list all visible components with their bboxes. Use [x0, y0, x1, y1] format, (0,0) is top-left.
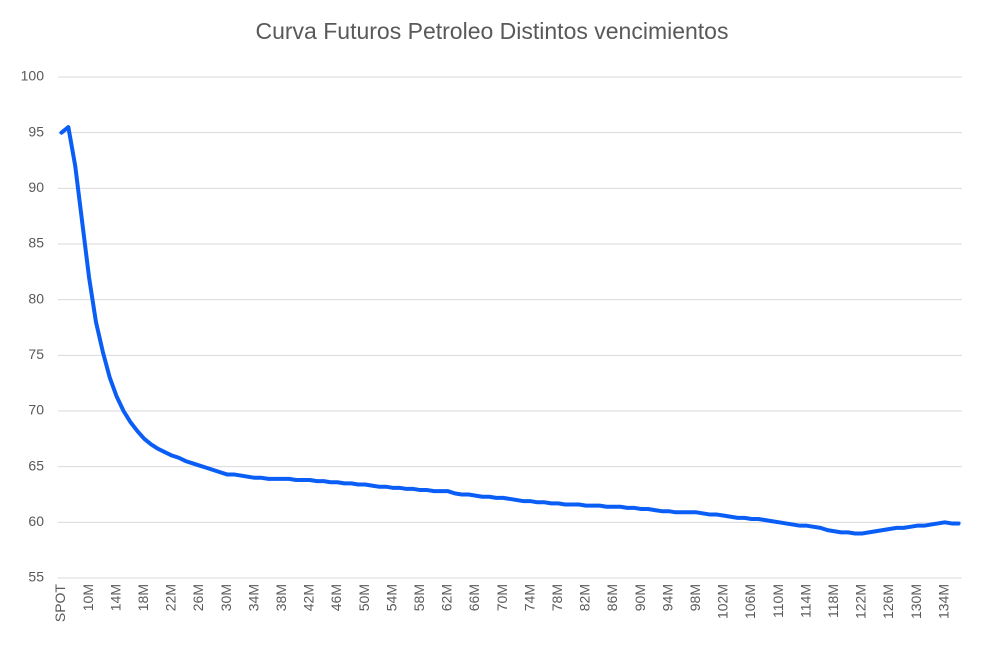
- x-tick-label: 134M: [935, 584, 951, 619]
- x-tick-label: 22M: [163, 584, 179, 611]
- y-tick-label: 60: [28, 513, 44, 529]
- x-tick-label: 90M: [632, 584, 648, 611]
- x-tick-label: 10M: [80, 584, 96, 611]
- x-tick-label: SPOT: [52, 584, 68, 623]
- x-tick-label: 130M: [908, 584, 924, 619]
- x-tick-label: 58M: [411, 584, 427, 611]
- x-tick-label: 18M: [135, 584, 151, 611]
- y-tick-label: 80: [28, 290, 44, 306]
- y-tick-label: 55: [28, 569, 44, 585]
- x-tick-label: 42M: [301, 584, 317, 611]
- x-tick-label: 82M: [577, 584, 593, 611]
- x-tick-label: 126M: [880, 584, 896, 619]
- y-tick-label: 65: [28, 457, 44, 473]
- y-tick-label: 70: [28, 402, 44, 418]
- x-tick-label: 122M: [853, 584, 869, 619]
- x-tick-label: 50M: [356, 584, 372, 611]
- x-tick-label: 106M: [742, 584, 758, 619]
- x-tick-label: 66M: [466, 584, 482, 611]
- x-tick-label: 38M: [273, 584, 289, 611]
- y-tick-label: 90: [28, 179, 44, 195]
- x-tick-label: 74M: [521, 584, 537, 611]
- x-tick-label: 102M: [715, 584, 731, 619]
- x-tick-label: 26M: [190, 584, 206, 611]
- x-tick-label: 70M: [494, 584, 510, 611]
- x-tick-label: 110M: [770, 584, 786, 618]
- x-tick-label: 98M: [687, 584, 703, 611]
- x-tick-label: 54M: [383, 584, 399, 611]
- y-tick-label: 100: [21, 68, 45, 84]
- y-tick-label: 75: [28, 346, 44, 362]
- x-tick-label: 46M: [328, 584, 344, 611]
- x-tick-label: 94M: [659, 584, 675, 611]
- chart-title: Curva Futuros Petroleo Distintos vencimi…: [256, 18, 729, 44]
- x-tick-label: 86M: [604, 584, 620, 611]
- y-tick-label: 85: [28, 235, 44, 251]
- x-tick-label: 78M: [549, 584, 565, 611]
- x-tick-label: 62M: [439, 584, 455, 611]
- x-tick-label: 14M: [107, 584, 123, 611]
- x-tick-label: 30M: [218, 584, 234, 611]
- x-tick-label: 118M: [825, 584, 841, 618]
- x-tick-label: 114M: [797, 584, 813, 618]
- y-tick-label: 95: [28, 123, 44, 139]
- data-line: [59, 125, 961, 536]
- x-tick-label: 34M: [245, 584, 261, 611]
